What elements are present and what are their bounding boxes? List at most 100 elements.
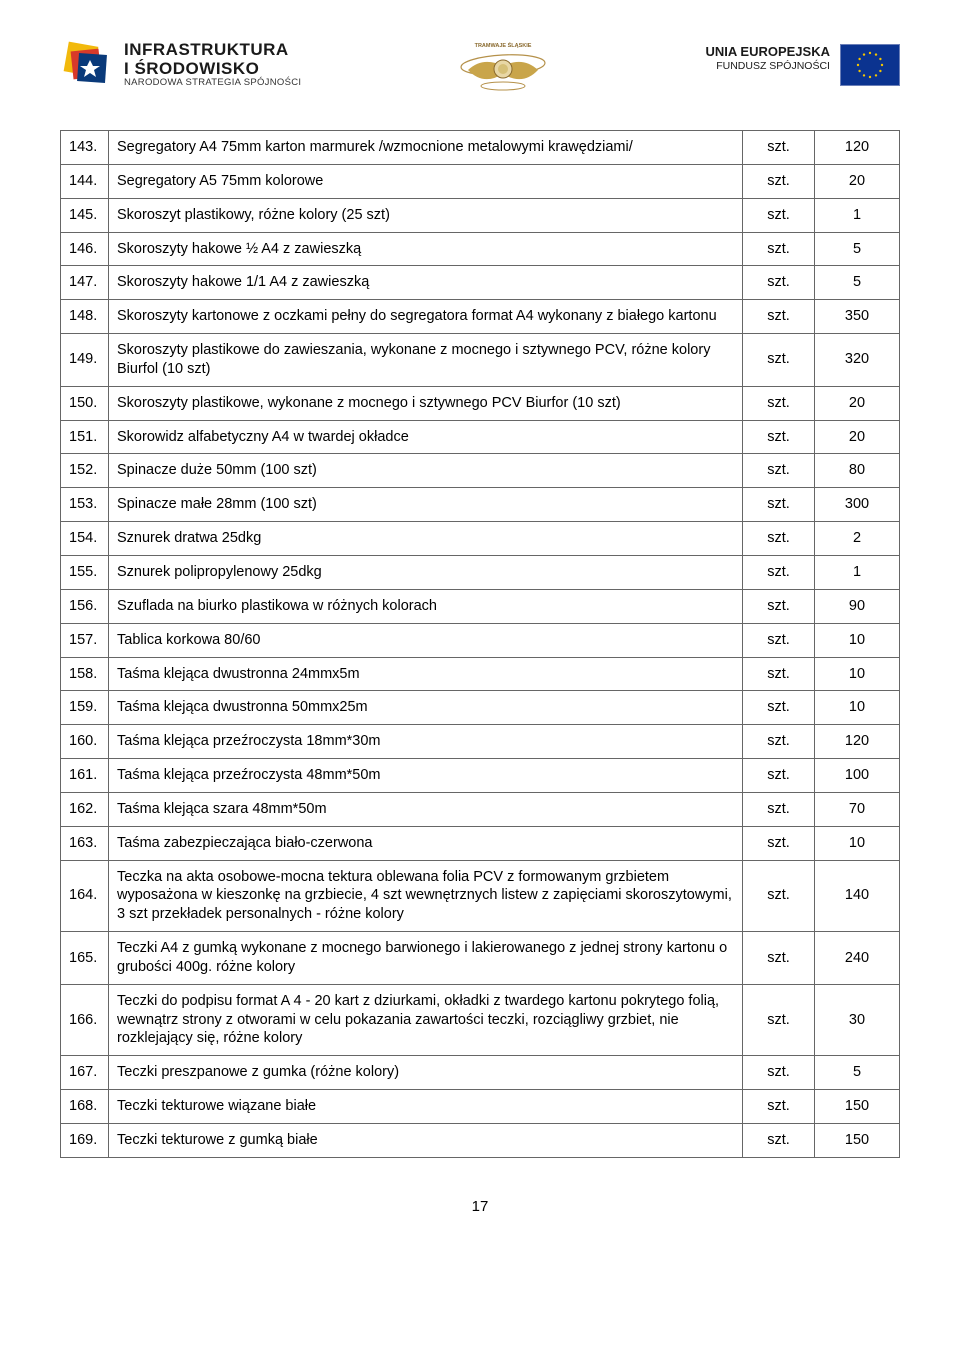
row-number: 145. [61,198,109,232]
row-description: Taśma zabezpieczająca biało-czerwona [109,826,743,860]
row-unit: szt. [743,266,815,300]
table-row: 164.Teczka na akta osobowe-mocna tektura… [61,860,900,932]
row-description: Taśma klejąca dwustronna 50mmx25m [109,691,743,725]
row-unit: szt. [743,759,815,793]
row-unit: szt. [743,522,815,556]
row-description: Spinacze duże 50mm (100 szt) [109,454,743,488]
row-number: 150. [61,386,109,420]
table-row: 167.Teczki preszpanowe z gumka (różne ko… [61,1056,900,1090]
row-unit: szt. [743,164,815,198]
row-description: Teczki tekturowe wiązane białe [109,1090,743,1124]
row-number: 164. [61,860,109,932]
row-quantity: 80 [815,454,900,488]
row-number: 162. [61,792,109,826]
table-row: 160.Taśma klejąca przeźroczysta 18mm*30m… [61,725,900,759]
row-unit: szt. [743,657,815,691]
row-number: 153. [61,488,109,522]
row-description: Sznurek polipropylenowy 25dkg [109,555,743,589]
table-row: 150.Skoroszyty plastikowe, wykonane z mo… [61,386,900,420]
row-description: Skorowidz alfabetyczny A4 w twardej okła… [109,420,743,454]
row-description: Szuflada na biurko plastikowa w różnych … [109,589,743,623]
row-quantity: 1 [815,555,900,589]
table-row: 162.Taśma klejąca szara 48mm*50mszt.70 [61,792,900,826]
table-row: 147.Skoroszyty hakowe 1/1 A4 z zawieszką… [61,266,900,300]
row-number: 146. [61,232,109,266]
row-number: 158. [61,657,109,691]
row-number: 163. [61,826,109,860]
row-description: Taśma klejąca przeźroczysta 48mm*50m [109,759,743,793]
row-description: Skoroszyty plastikowe, wykonane z mocneg… [109,386,743,420]
row-number: 159. [61,691,109,725]
page-number: 17 [60,1198,900,1215]
row-unit: szt. [743,232,815,266]
row-quantity: 5 [815,1056,900,1090]
row-number: 167. [61,1056,109,1090]
row-quantity: 2 [815,522,900,556]
table-row: 169.Teczki tekturowe z gumką białeszt.15… [61,1124,900,1158]
row-description: Skoroszyty plastikowe do zawieszania, wy… [109,334,743,387]
table-row: 148.Skoroszyty kartonowe z oczkami pełny… [61,300,900,334]
table-row: 146.Skoroszyty hakowe ½ A4 z zawieszkąsz… [61,232,900,266]
table-row: 144.Segregatory A5 75mm koloroweszt.20 [61,164,900,198]
row-number: 155. [61,555,109,589]
table-row: 152.Spinacze duże 50mm (100 szt)szt.80 [61,454,900,488]
row-quantity: 20 [815,164,900,198]
table-row: 168.Teczki tekturowe wiązane białeszt.15… [61,1090,900,1124]
row-quantity: 20 [815,420,900,454]
row-number: 160. [61,725,109,759]
emblem-text: TRAMWAJE ŚLĄSKIE [475,42,532,49]
row-unit: szt. [743,334,815,387]
row-unit: szt. [743,454,815,488]
row-quantity: 300 [815,488,900,522]
row-unit: szt. [743,860,815,932]
row-unit: szt. [743,1124,815,1158]
row-description: Teczki A4 z gumką wykonane z mocnego bar… [109,932,743,985]
logo-tramwaje: TRAMWAJE ŚLĄSKIE [458,36,548,94]
table-row: 161.Taśma klejąca przeźroczysta 48mm*50m… [61,759,900,793]
table-row: 166.Teczki do podpisu format A 4 - 20 ka… [61,984,900,1056]
row-description: Skoroszyty kartonowe z oczkami pełny do … [109,300,743,334]
row-number: 151. [61,420,109,454]
table-row: 157.Tablica korkowa 80/60szt.10 [61,623,900,657]
row-quantity: 100 [815,759,900,793]
table-row: 159.Taśma klejąca dwustronna 50mmx25mszt… [61,691,900,725]
row-quantity: 120 [815,725,900,759]
logo-line2: I ŚRODOWISKO [124,60,301,79]
row-unit: szt. [743,826,815,860]
row-number: 147. [61,266,109,300]
row-description: Sznurek dratwa 25dkg [109,522,743,556]
table-row: 165.Teczki A4 z gumką wykonane z mocnego… [61,932,900,985]
row-description: Teczki tekturowe z gumką białe [109,1124,743,1158]
eu-flag-icon [840,44,900,86]
items-table: 143.Segregatory A4 75mm karton marmurek … [60,130,900,1158]
logo-infrastructure: INFRASTRUKTURA I ŚRODOWISKO NARODOWA STR… [60,38,301,92]
row-quantity: 140 [815,860,900,932]
row-number: 169. [61,1124,109,1158]
logo-line1: INFRASTRUKTURA [124,41,301,60]
row-description: Taśma klejąca przeźroczysta 18mm*30m [109,725,743,759]
row-number: 157. [61,623,109,657]
row-unit: szt. [743,691,815,725]
row-unit: szt. [743,725,815,759]
row-description: Teczki preszpanowe z gumka (różne kolory… [109,1056,743,1090]
row-description: Skoroszyty hakowe ½ A4 z zawieszką [109,232,743,266]
row-number: 148. [61,300,109,334]
row-quantity: 30 [815,984,900,1056]
tramwaje-emblem-icon: TRAMWAJE ŚLĄSKIE [458,36,548,94]
eu-text: UNIA EUROPEJSKA FUNDUSZ SPÓJNOŚCI [706,44,830,72]
row-unit: szt. [743,1090,815,1124]
row-quantity: 5 [815,266,900,300]
logo-line3: NARODOWA STRATEGIA SPÓJNOŚCI [124,78,301,88]
row-quantity: 150 [815,1090,900,1124]
row-description: Tablica korkowa 80/60 [109,623,743,657]
row-quantity: 10 [815,657,900,691]
infrastructure-icon [60,38,114,92]
table-row: 154.Sznurek dratwa 25dkgszt.2 [61,522,900,556]
row-description: Segregatory A5 75mm kolorowe [109,164,743,198]
page: INFRASTRUKTURA I ŚRODOWISKO NARODOWA STR… [0,0,960,1255]
row-unit: szt. [743,1056,815,1090]
row-description: Taśma klejąca dwustronna 24mmx5m [109,657,743,691]
table-row: 163.Taśma zabezpieczająca biało-czerwona… [61,826,900,860]
row-description: Teczki do podpisu format A 4 - 20 kart z… [109,984,743,1056]
row-unit: szt. [743,792,815,826]
